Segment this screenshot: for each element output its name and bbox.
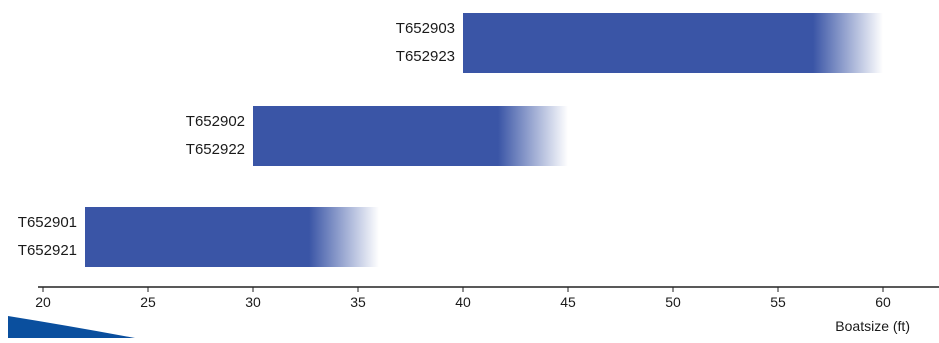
bar-label: T652921 xyxy=(18,242,77,259)
range-bar-1 xyxy=(463,13,883,73)
bar-label: T652923 xyxy=(396,48,455,65)
x-tick-label: 35 xyxy=(350,294,366,310)
bar-label: T652902 xyxy=(186,113,245,130)
x-tick-label: 25 xyxy=(140,294,156,310)
x-axis: 20 25 30 35 40 45 50 55 60 Boatsize (ft) xyxy=(35,286,939,334)
x-tick-label: 45 xyxy=(560,294,576,310)
bars-layer xyxy=(85,13,883,267)
x-tick-label: 60 xyxy=(875,294,891,310)
bar-label: T652903 xyxy=(396,20,455,37)
x-tick-label: 30 xyxy=(245,294,261,310)
x-tick-label: 40 xyxy=(455,294,471,310)
bar-labels-layer: T652903 T652923 T652902 T652922 T652901 T6529… xyxy=(18,20,455,259)
x-tick-label: 50 xyxy=(665,294,681,310)
x-axis-title: Boatsize (ft) xyxy=(835,318,910,334)
range-bar-2 xyxy=(253,106,568,166)
x-tick-label: 20 xyxy=(35,294,51,310)
bar-label: T652922 xyxy=(186,141,245,158)
range-bar-3 xyxy=(85,207,379,267)
decorative-swoosh xyxy=(8,316,135,338)
x-tick-label: 55 xyxy=(770,294,786,310)
bar-label: T652901 xyxy=(18,214,77,231)
